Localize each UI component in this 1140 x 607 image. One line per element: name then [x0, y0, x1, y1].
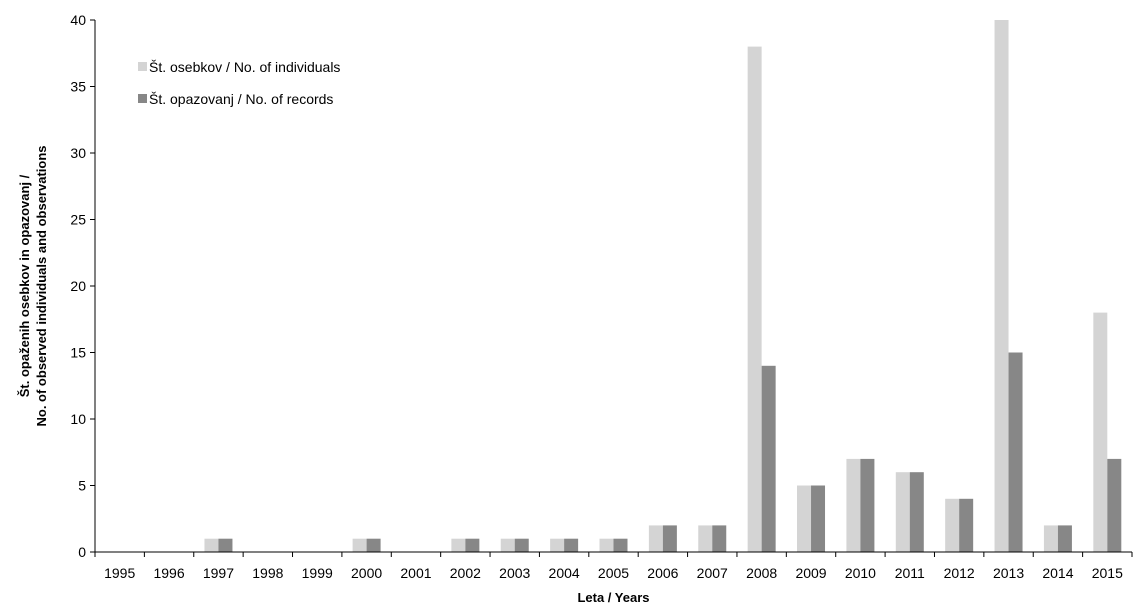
bar-individuals — [451, 538, 466, 552]
y-tick-label: 25 — [70, 212, 86, 228]
bar-records — [909, 472, 924, 552]
bar-records — [959, 498, 974, 552]
bar-individuals — [698, 525, 713, 552]
x-tick-label: 2005 — [598, 565, 629, 581]
y-tick-label: 0 — [78, 544, 86, 560]
x-tick-label: 2001 — [400, 565, 431, 581]
x-tick-label: 2006 — [647, 565, 678, 581]
bar-individuals — [204, 538, 219, 552]
bar-records — [564, 538, 579, 552]
bar-records — [1057, 525, 1072, 552]
x-tick-label: 1999 — [302, 565, 333, 581]
bar-records — [366, 538, 381, 552]
bar-records — [613, 538, 628, 552]
x-axis-title: Leta / Years — [577, 590, 649, 605]
bar-records — [465, 538, 480, 552]
x-tick-label: 2009 — [795, 565, 826, 581]
bar-individuals — [1093, 312, 1108, 552]
bar-records — [514, 538, 529, 552]
x-tick-label: 1998 — [252, 565, 283, 581]
y-tick-label: 30 — [70, 145, 86, 161]
bar-individuals — [352, 538, 367, 552]
x-tick-label: 2013 — [993, 565, 1024, 581]
bar-individuals — [895, 472, 910, 552]
x-tick-label: 2012 — [944, 565, 975, 581]
x-tick-label: 1996 — [153, 565, 184, 581]
x-tick-label: 1995 — [104, 565, 135, 581]
bar-records — [662, 525, 677, 552]
bars-group — [204, 20, 1122, 552]
x-tick-label: 2014 — [1042, 565, 1073, 581]
x-tick-label: 2008 — [746, 565, 777, 581]
bar-individuals — [945, 498, 960, 552]
bar-records — [1107, 458, 1122, 552]
bar-individuals — [747, 46, 762, 552]
legend-label-records: Št. opazovanj / No. of records — [149, 91, 333, 107]
bar-individuals — [846, 458, 861, 552]
x-tick-label: 2002 — [450, 565, 481, 581]
legend-swatch-individuals — [138, 62, 147, 71]
x-tick-label: 2007 — [697, 565, 728, 581]
y-axis-title-line-2: No. of observed individuals and observat… — [34, 146, 49, 427]
bar-individuals — [500, 538, 515, 552]
bar-individuals — [648, 525, 663, 552]
legend: Št. osebkov / No. of individuals Št. opa… — [138, 59, 340, 107]
bar-individuals — [599, 538, 614, 552]
y-ticks-group: 0 5 10 15 20 25 30 35 40 — [70, 12, 95, 560]
bar-records — [761, 365, 776, 552]
legend-swatch-records — [138, 94, 147, 103]
bar-individuals — [1043, 525, 1058, 552]
bar-individuals — [550, 538, 565, 552]
bar-individuals — [994, 20, 1009, 552]
y-tick-label: 5 — [78, 478, 86, 494]
y-tick-label: 40 — [70, 12, 86, 28]
legend-label-individuals: Št. osebkov / No. of individuals — [149, 59, 340, 75]
x-tick-label: 2015 — [1092, 565, 1123, 581]
y-axis-title-line-1: Št. opaženih osebkov in opazovanj / — [17, 174, 32, 397]
x-tick-label: 2010 — [845, 565, 876, 581]
y-tick-label: 20 — [70, 278, 86, 294]
bar-individuals — [797, 485, 812, 552]
y-tick-label: 15 — [70, 345, 86, 361]
y-axis-title: Št. opaženih osebkov in opazovanj / No. … — [17, 146, 49, 427]
x-tick-label: 2000 — [351, 565, 382, 581]
bar-records — [218, 538, 233, 552]
x-tick-label: 2003 — [499, 565, 530, 581]
bar-records — [811, 485, 826, 552]
y-tick-label: 10 — [70, 411, 86, 427]
x-tick-label: 1997 — [203, 565, 234, 581]
bar-records — [860, 458, 875, 552]
x-ticks-group: 1995 1996 1997 1998 1999 2000 2001 2002 2003 2004… — [94, 552, 1133, 581]
x-tick-label: 2011 — [895, 565, 925, 581]
y-tick-label: 35 — [70, 79, 86, 95]
bar-records — [1008, 352, 1023, 552]
x-tick-label: 2004 — [549, 565, 580, 581]
bar-records — [712, 525, 727, 552]
